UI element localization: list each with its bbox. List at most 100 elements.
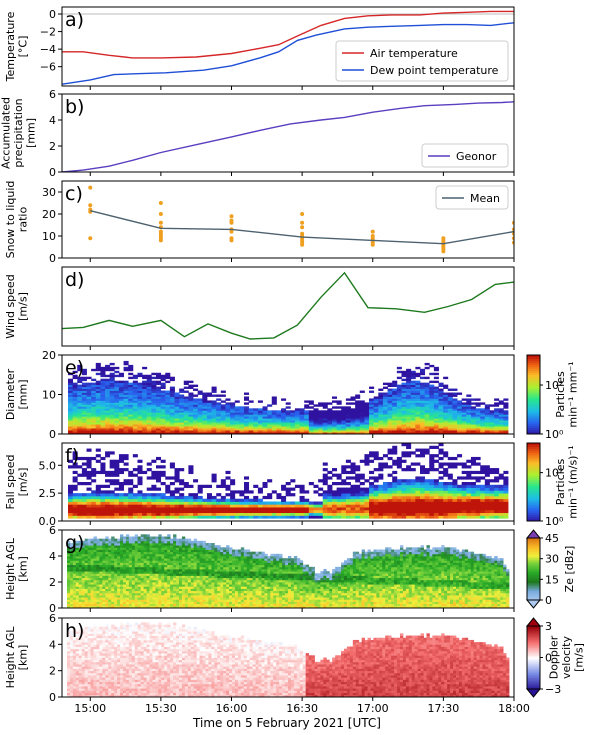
- heatmap-cell: [470, 504, 476, 508]
- heatmap-cell: [420, 386, 426, 389]
- heatmap-cell: [364, 504, 370, 508]
- heatmap-cell: [420, 392, 426, 395]
- heatmap-cell: [239, 509, 245, 514]
- heatmap-cell: [105, 380, 111, 384]
- scatter-point: [229, 220, 234, 225]
- heatmap-cell: [174, 422, 180, 425]
- heatmap-cell: [447, 388, 453, 391]
- heatmap-cell: [438, 412, 444, 415]
- heatmap-cell: [72, 428, 78, 431]
- heatmap-cell: [466, 400, 472, 403]
- heatmap-cell: [100, 512, 106, 516]
- heatmap-cell: [498, 426, 504, 429]
- heatmap-cell: [318, 420, 324, 423]
- heatmap-cell: [181, 603, 186, 607]
- heatmap-cell: [304, 412, 310, 415]
- heatmap-cell: [114, 462, 120, 466]
- heatmap-cell: [100, 490, 106, 494]
- heatmap-cell: [114, 432, 120, 434]
- heatmap-cell: [68, 394, 74, 397]
- heatmap-cell: [151, 404, 157, 407]
- heatmap-cell: [109, 408, 115, 411]
- heatmap-cell: [253, 412, 259, 415]
- heatmap-cell: [134, 545, 139, 548]
- heatmap-cell: [387, 490, 393, 494]
- heatmap-cell: [146, 388, 152, 391]
- heatmap-cell: [466, 470, 472, 475]
- heatmap-cell: [140, 584, 145, 587]
- heatmap-cell: [271, 426, 277, 429]
- heatmap-cell: [170, 540, 174, 544]
- heatmap-cell: [313, 490, 319, 494]
- heatmap-cell: [489, 507, 495, 511]
- heatmap-cell: [378, 473, 384, 477]
- heatmap-cell: [160, 512, 166, 516]
- heatmap-cell: [181, 592, 186, 596]
- heatmap-cell: [120, 599, 124, 602]
- heatmap-cell: [167, 601, 171, 605]
- heatmap-cell: [244, 490, 250, 494]
- plot-area: [68, 360, 509, 434]
- heatmap-cell: [406, 414, 412, 417]
- heatmap-cell: [438, 484, 444, 488]
- heatmap-cell: [105, 479, 111, 483]
- scatter-point: [158, 212, 163, 216]
- heatmap-cell: [146, 416, 152, 419]
- heatmap-cell: [137, 543, 142, 546]
- heatmap-cell: [396, 366, 402, 370]
- colorbar-cell: [527, 390, 540, 394]
- heatmap-cell: [271, 410, 277, 413]
- heatmap-cell: [480, 507, 486, 511]
- heatmap-cell: [99, 538, 103, 542]
- heatmap-cell: [290, 515, 296, 519]
- heatmap-cell: [364, 515, 370, 519]
- heatmap-cell: [424, 398, 430, 401]
- heatmap-cell: [244, 507, 250, 511]
- heatmap-cell: [118, 388, 124, 391]
- heatmap-cell: [114, 428, 120, 431]
- heatmap-cell: [140, 575, 145, 579]
- heatmap-cell: [410, 404, 416, 407]
- heatmap-cell: [86, 394, 92, 397]
- heatmap-cell: [75, 603, 80, 607]
- heatmap-cell: [503, 428, 509, 431]
- heatmap-cell: [461, 509, 467, 514]
- heatmap-cell: [443, 392, 449, 395]
- heatmap-cell: [146, 498, 152, 502]
- heatmap-cell: [96, 538, 100, 542]
- heatmap-cell: [433, 420, 439, 423]
- heatmap-cell: [433, 406, 439, 409]
- heatmap-cell: [181, 564, 186, 568]
- heatmap-cell: [69, 573, 74, 576]
- heatmap-cell: [299, 410, 305, 413]
- heatmap-cell: [137, 459, 143, 463]
- heatmap-cell: [234, 412, 240, 415]
- heatmap-cell: [355, 420, 361, 423]
- heatmap-cell: [128, 507, 134, 511]
- heatmap-cell: [156, 470, 162, 475]
- heatmap-cell: [424, 412, 430, 415]
- heatmap-cell: [382, 404, 388, 407]
- heatmap-cell: [211, 504, 217, 508]
- heatmap-cell: [143, 560, 147, 563]
- heatmap-cell: [396, 400, 402, 403]
- plot-area: [62, 10, 514, 85]
- heatmap-cell: [253, 507, 259, 511]
- heatmap-cell: [77, 424, 83, 427]
- heatmap-cell: [475, 470, 481, 475]
- heatmap-cell: [167, 551, 171, 555]
- heatmap-cell: [480, 416, 486, 419]
- heatmap-cell: [174, 398, 180, 401]
- heatmap-cell: [197, 504, 203, 508]
- heatmap-cell: [503, 424, 509, 427]
- heatmap-cell: [438, 451, 444, 455]
- heatmap-cell: [93, 573, 97, 576]
- heatmap-cell: [461, 501, 467, 505]
- heatmap-cell: [125, 569, 130, 572]
- heatmap-cell: [470, 418, 476, 421]
- heatmap-cell: [111, 586, 115, 589]
- heatmap-cell: [336, 424, 342, 427]
- heatmap-cell: [332, 414, 338, 417]
- heatmap-cell: [95, 487, 101, 491]
- heatmap-cell: [114, 424, 120, 427]
